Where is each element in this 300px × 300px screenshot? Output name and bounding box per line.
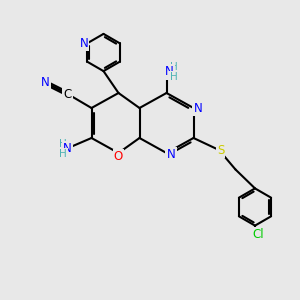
Text: O: O (114, 150, 123, 163)
Text: H: H (170, 72, 178, 82)
Text: H: H (59, 139, 67, 149)
Text: N: N (63, 142, 72, 155)
Text: N: N (80, 37, 88, 50)
Text: N: N (194, 101, 202, 115)
Text: N: N (165, 65, 174, 79)
Text: N: N (41, 76, 50, 89)
Text: S: S (217, 143, 224, 157)
Text: N: N (167, 148, 176, 161)
Text: Cl: Cl (253, 228, 264, 241)
Text: H: H (59, 148, 67, 159)
Text: H: H (170, 62, 178, 73)
Text: C: C (63, 88, 72, 101)
